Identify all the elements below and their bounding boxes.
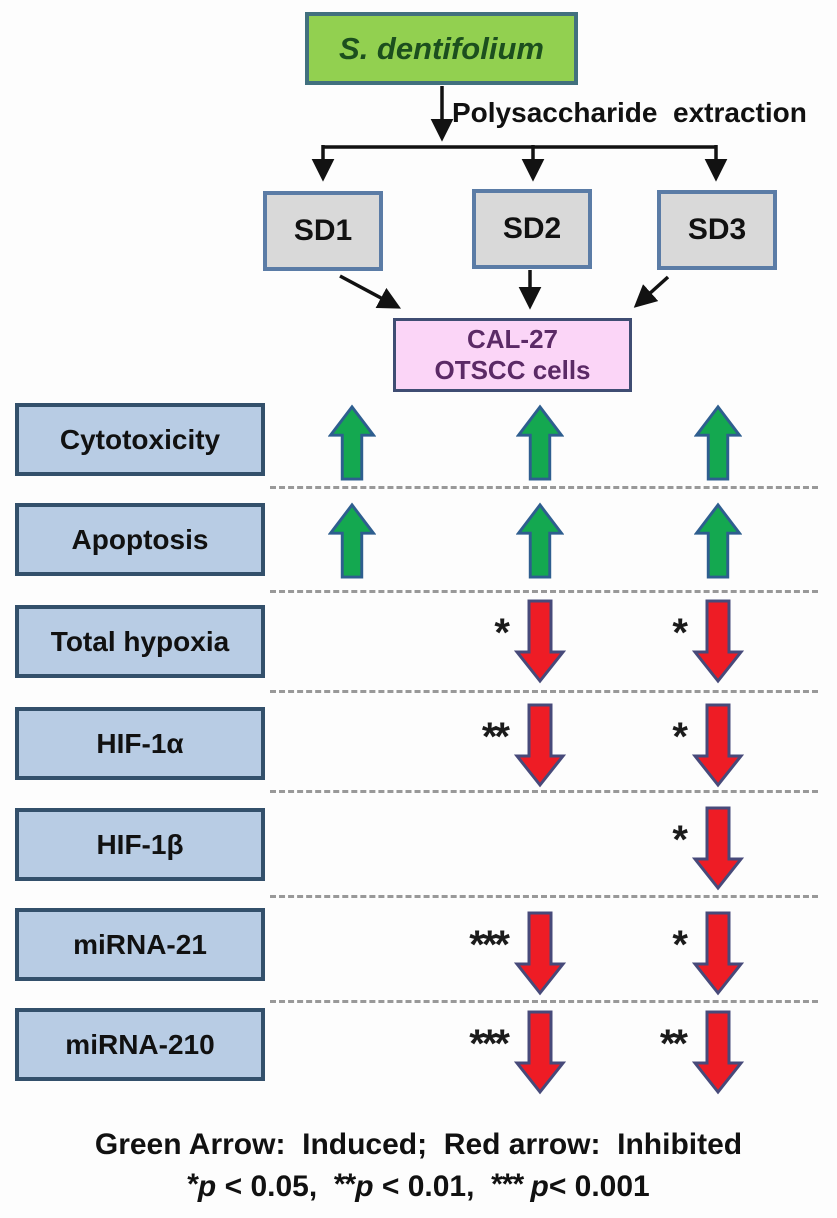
marker-label-box: Total hypoxia (15, 605, 265, 678)
row-separator-dashed-line (270, 486, 818, 489)
marker-label-box: miRNA-21 (15, 908, 265, 981)
red-down-arrow-icon (514, 599, 566, 684)
legend-sig-stars: ** (333, 1168, 356, 1201)
legend-sig-threshold: < 0.05, (216, 1170, 334, 1203)
significance-stars: * (494, 610, 510, 655)
effect-arrow-cell (450, 496, 564, 586)
green-up-arrow-icon (328, 502, 376, 579)
green-up-arrow-icon (694, 502, 742, 579)
marker-label-box: Apoptosis (15, 503, 265, 576)
fraction-box-sd3: SD3 (657, 190, 777, 270)
red-down-arrow-icon (692, 703, 744, 788)
red-down-arrow-icon (692, 911, 744, 996)
sd1-to-cells-arrow (339, 274, 402, 309)
green-up-arrow-icon (328, 404, 376, 481)
red-down-arrow-icon (514, 1010, 566, 1095)
organism-label: S. dentifolium (339, 30, 544, 66)
effect-arrow-cell (628, 398, 742, 488)
row-separator-dashed-line (270, 790, 818, 793)
effect-arrow-cell: ** (626, 1007, 744, 1097)
row-separator-dashed-line (270, 590, 818, 593)
legend-sig-threshold: < 0.001 (548, 1170, 650, 1203)
legend-sig-stars: *** (491, 1168, 531, 1201)
marker-label: HIF-1β (96, 828, 184, 860)
significance-stars: *** (469, 922, 510, 967)
marker-label: Total hypoxia (50, 625, 230, 657)
row-separator-dashed-line (270, 690, 818, 693)
green-up-arrow-icon (516, 404, 564, 481)
extraction-step-label: Polysaccharide extraction (452, 97, 807, 128)
legend-arrow-meaning: Green Arrow: Induced; Red arrow: Inhibit… (94, 1128, 743, 1161)
legend-p-symbol: p (355, 1170, 374, 1203)
red-down-arrow-icon (692, 1010, 744, 1095)
effect-arrow-cell (262, 496, 376, 586)
fraction-label: SD3 (687, 213, 747, 246)
fraction-box-sd2: SD2 (472, 189, 592, 269)
cell-line-type: OTSCC cells (434, 355, 591, 385)
sd3-to-cells-arrow (633, 275, 670, 308)
red-down-arrow-icon (514, 703, 566, 788)
effect-arrow-cell (262, 398, 376, 488)
organism-box: S. dentifolium (305, 12, 578, 85)
marker-label: HIF-1α (96, 727, 184, 759)
cell-line-box: CAL-27 OTSCC cells (393, 318, 632, 392)
legend-p-symbol: p (530, 1170, 549, 1203)
effect-arrow-cell (628, 496, 742, 586)
effect-arrow-cell: * (626, 908, 744, 998)
legend-sig-threshold: < 0.01, (373, 1170, 492, 1203)
row-separator-dashed-line (270, 1000, 818, 1003)
significance-stars: * (672, 714, 688, 759)
cell-line-name: CAL-27 (466, 324, 558, 355)
red-down-arrow-icon (692, 599, 744, 684)
marker-label-box: HIF-1β (15, 808, 265, 881)
effect-arrow-cell: *** (448, 1007, 566, 1097)
marker-label-box: Cytotoxicity (15, 403, 265, 476)
legend-p-symbol: p (197, 1170, 217, 1203)
significance-stars: * (672, 817, 688, 862)
green-up-arrow-icon (516, 502, 564, 579)
fraction-label: SD1 (293, 214, 353, 247)
significance-stars: * (672, 922, 688, 967)
effect-arrow-cell: ** (448, 700, 566, 790)
red-down-arrow-icon (692, 806, 744, 891)
effect-arrow-cell: *** (448, 908, 566, 998)
marker-label: miRNA-210 (65, 1028, 215, 1060)
red-down-arrow-icon (514, 911, 566, 996)
significance-stars: *** (469, 1021, 510, 1066)
legend: Green Arrow: Induced; Red arrow: Inhibit… (0, 1128, 837, 1204)
legend-significance: *p < 0.05, **p < 0.01, *** p< 0.001 (0, 1168, 837, 1204)
effect-arrow-cell (450, 398, 564, 488)
green-up-arrow-icon (694, 404, 742, 481)
fraction-box-sd1: SD1 (263, 191, 383, 271)
effect-arrow-cell: * (626, 596, 744, 686)
legend-sig-stars: * (187, 1168, 199, 1201)
marker-label: Cytotoxicity (59, 423, 221, 455)
significance-stars: * (672, 610, 688, 655)
marker-label: miRNA-21 (73, 928, 207, 960)
significance-stars: ** (481, 714, 510, 759)
effect-arrow-cell: * (626, 700, 744, 790)
effect-arrow-cell: * (448, 596, 566, 686)
row-separator-dashed-line (270, 895, 818, 898)
significance-stars: ** (659, 1021, 688, 1066)
marker-label-box: miRNA-210 (15, 1008, 265, 1081)
marker-label-box: HIF-1α (15, 707, 265, 780)
effect-arrow-cell: * (626, 803, 744, 893)
marker-label: Apoptosis (71, 523, 209, 555)
fraction-label: SD2 (502, 212, 562, 245)
